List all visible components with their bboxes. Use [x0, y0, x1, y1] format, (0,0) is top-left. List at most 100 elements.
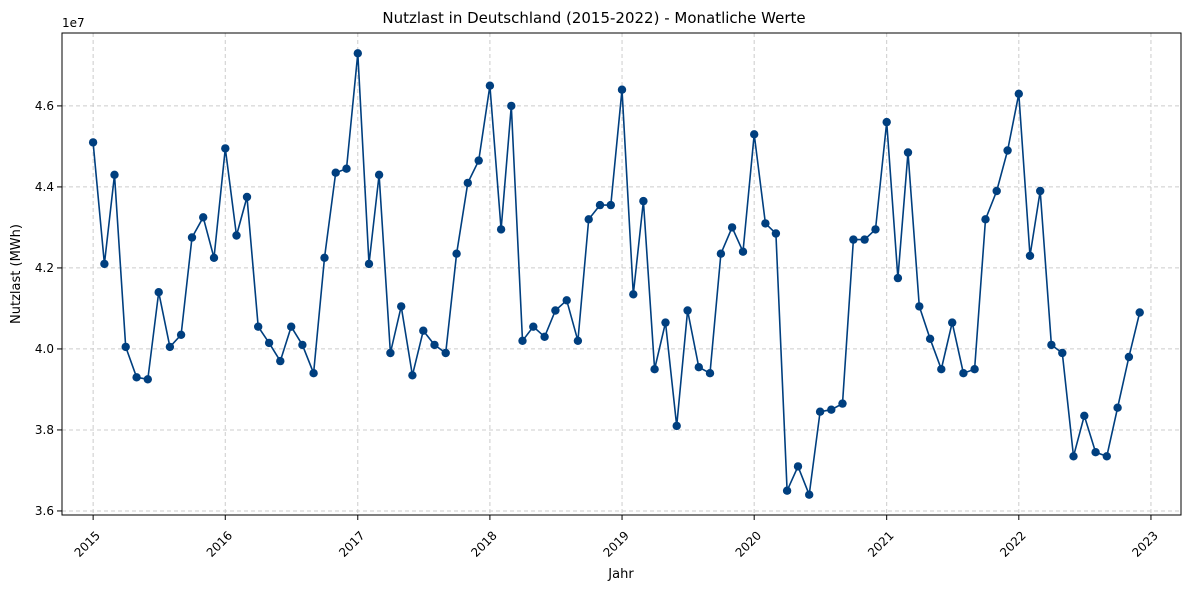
data-point — [121, 342, 130, 352]
data-point — [452, 249, 461, 258]
data-point — [165, 342, 175, 352]
y-tick-label: 4.0 — [35, 342, 54, 356]
data-point — [518, 336, 527, 345]
data-point — [925, 334, 935, 343]
data-point — [110, 170, 119, 179]
x-tick-label: 2019 — [600, 528, 631, 559]
chart-title: Nutzlast in Deutschland (2015-2022) - Mo… — [382, 9, 805, 27]
y-tick-label: 4.6 — [35, 99, 54, 113]
data-point — [617, 85, 627, 94]
data-point — [1069, 452, 1078, 461]
data-point — [650, 365, 659, 374]
data-point — [386, 348, 395, 358]
x-axis-label: Jahr — [607, 567, 634, 582]
data-point — [595, 200, 605, 210]
data-point — [529, 322, 538, 331]
data-point — [430, 340, 439, 350]
data-point — [827, 405, 836, 414]
data-point — [342, 164, 351, 173]
data-point — [1003, 146, 1012, 155]
data-point — [970, 365, 979, 374]
data-point — [672, 421, 681, 431]
x-tick-label: 2020 — [733, 528, 764, 559]
data-point — [199, 213, 208, 222]
y-axis-offset-label: 1e7 — [62, 16, 85, 30]
data-point — [705, 369, 715, 378]
x-tick-label: 2023 — [1129, 528, 1160, 559]
data-point — [309, 369, 318, 378]
data-point — [1036, 186, 1045, 196]
data-point — [364, 259, 374, 269]
data-point — [408, 371, 417, 380]
data-point — [992, 186, 1001, 196]
data-point — [1058, 348, 1067, 358]
data-point — [639, 196, 648, 206]
data-point — [782, 486, 792, 495]
data-point — [1047, 340, 1056, 350]
data-point — [496, 225, 506, 234]
data-point — [221, 144, 230, 153]
data-point — [551, 306, 560, 315]
data-point — [849, 235, 858, 244]
data-point — [100, 259, 109, 269]
data-point — [815, 407, 825, 416]
x-tick-label: 2018 — [468, 528, 499, 559]
data-point — [143, 375, 152, 384]
data-point — [915, 302, 924, 311]
data-point — [176, 330, 186, 339]
data-point — [629, 290, 638, 299]
x-tick-label: 2022 — [997, 528, 1028, 559]
data-point — [1025, 251, 1035, 260]
data-point — [584, 215, 593, 224]
data-point — [959, 369, 968, 378]
data-point — [860, 235, 869, 244]
x-tick-label: 2021 — [865, 528, 896, 559]
x-tick-label: 2017 — [336, 528, 367, 559]
series — [88, 49, 1144, 499]
data-point — [232, 231, 241, 240]
data-point — [981, 215, 990, 224]
data-point — [716, 249, 726, 258]
data-point — [871, 225, 880, 234]
data-point — [1124, 352, 1134, 362]
data-point — [793, 462, 803, 471]
plot-frame — [61, 32, 1182, 516]
data-point — [738, 247, 748, 256]
data-point — [1014, 89, 1023, 99]
data-point — [353, 49, 362, 58]
grid — [62, 33, 1181, 515]
data-point — [474, 156, 483, 165]
y-tick-label: 4.4 — [35, 180, 54, 194]
data-point — [331, 168, 340, 177]
data-point — [209, 253, 219, 262]
data-point — [573, 336, 583, 345]
data-point — [606, 200, 615, 210]
data-point — [661, 318, 670, 327]
y-tick-label: 4.2 — [35, 261, 54, 275]
data-point — [276, 356, 285, 366]
data-point — [463, 178, 472, 188]
data-point — [154, 288, 163, 297]
data-point — [1113, 403, 1122, 412]
data-point — [507, 101, 516, 111]
data-point — [838, 399, 847, 408]
data-point — [264, 338, 274, 348]
data-point — [761, 219, 770, 228]
data-point — [1135, 308, 1144, 317]
data-point — [771, 229, 781, 238]
data-point — [903, 148, 913, 157]
data-point — [397, 302, 406, 311]
data-point — [298, 340, 307, 350]
x-tick-label: 2015 — [72, 528, 103, 559]
y-tick-label: 3.8 — [35, 423, 54, 437]
data-point — [287, 322, 296, 331]
data-point — [254, 322, 263, 331]
data-point — [1102, 452, 1112, 461]
data-point — [727, 223, 737, 232]
data-point — [419, 326, 428, 335]
y-axis-label: Nutzlast (MWh) — [9, 224, 24, 324]
data-point — [320, 253, 329, 262]
data-point — [750, 130, 759, 139]
data-point — [882, 117, 891, 127]
